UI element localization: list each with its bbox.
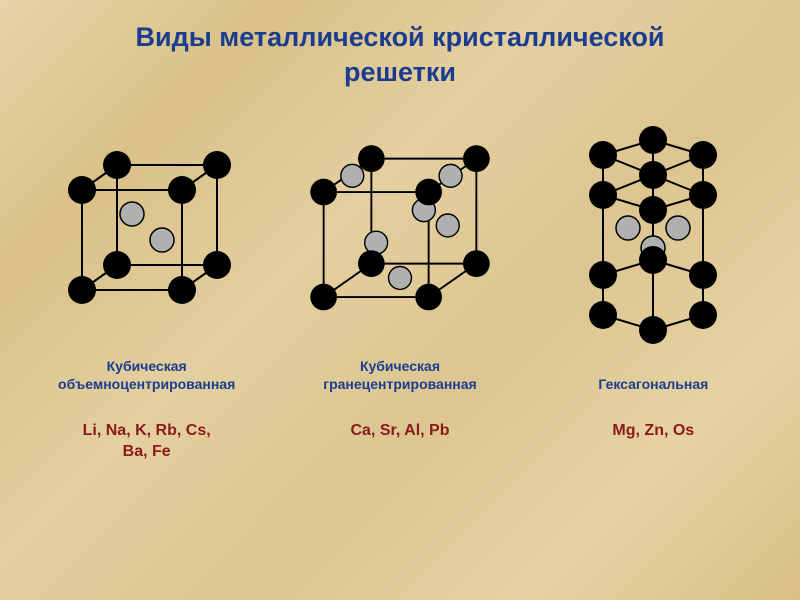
hex-name: Гексагональная xyxy=(598,358,708,393)
hex-elements: Mg, Zn, Os xyxy=(612,421,694,442)
page-title: Виды металлической кристаллической решет… xyxy=(0,0,800,90)
hex-diagram xyxy=(548,120,758,350)
fcc-diagram xyxy=(295,120,505,350)
fcc-cell: Кубическая гранецентрированная Ca, Sr, A… xyxy=(280,120,520,463)
title-line1: Виды металлической кристаллической xyxy=(135,22,664,52)
bcc-diagram xyxy=(42,120,252,350)
bcc-elements: Li, Na, K, Rb, Cs, Ba, Fe xyxy=(83,421,211,463)
bcc-cell: Кубическая объемноцентрированная Li, Na,… xyxy=(27,120,267,463)
fcc-elements: Ca, Sr, Al, Pb xyxy=(350,421,449,442)
diagrams-container: Кубическая объемноцентрированная Li, Na,… xyxy=(0,120,800,463)
hex-cell: Гексагональная Mg, Zn, Os xyxy=(533,120,773,463)
fcc-name: Кубическая гранецентрированная xyxy=(323,358,476,393)
title-line2: решетки xyxy=(344,57,456,87)
bcc-name: Кубическая объемноцентрированная xyxy=(58,358,235,393)
